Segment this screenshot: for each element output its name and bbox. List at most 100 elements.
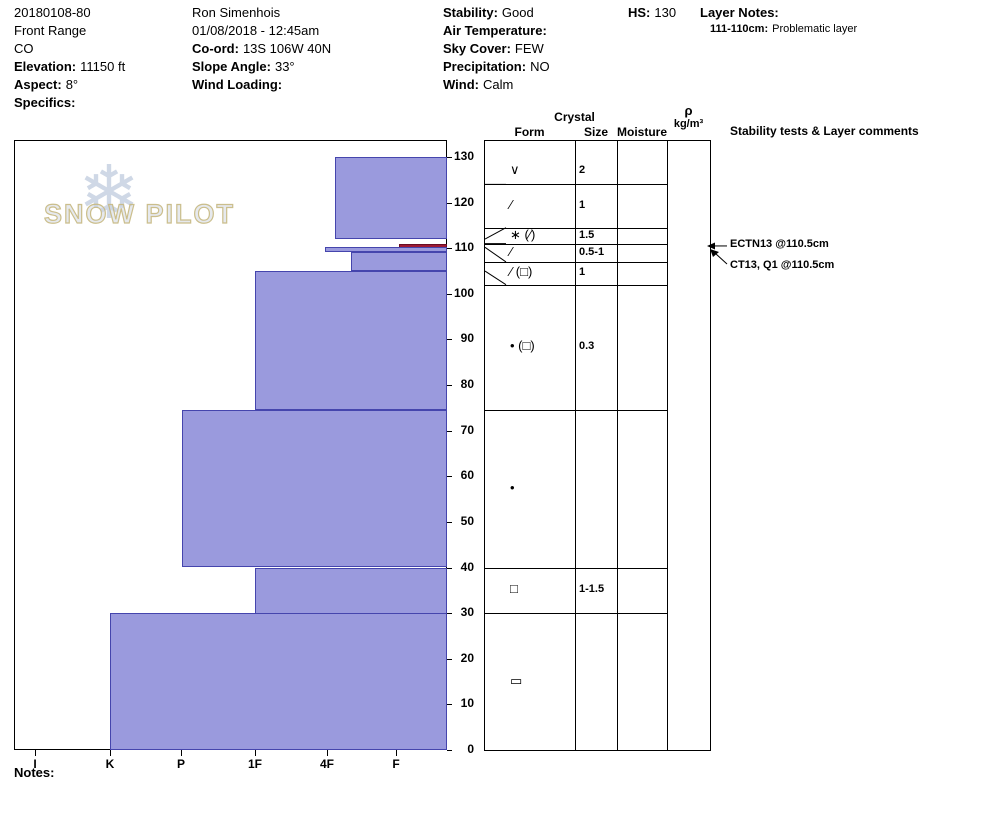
density-unit-header: kg/m³	[673, 118, 704, 130]
depth-tick-label: 120	[453, 195, 474, 209]
snowflake-watermark-icon: ❄	[78, 151, 141, 234]
depth-tick-label: 130	[453, 149, 474, 163]
depth-tick-label: 100	[453, 286, 474, 300]
hardness-tick	[110, 750, 111, 756]
snow-layer-bar	[182, 410, 447, 567]
crystal-size-cell: 1	[579, 266, 586, 278]
form-column-header: Form	[514, 125, 545, 139]
crystal-form-cell: ∕	[510, 197, 513, 212]
hardness-tick-label: I	[33, 757, 37, 771]
hardness-tick	[327, 750, 328, 756]
depth-tick	[447, 659, 452, 660]
depth-tick-label: 0	[467, 742, 474, 756]
crystal-size-cell: 1-1.5	[579, 583, 605, 595]
depth-tick-label: 10	[460, 696, 474, 710]
crystal-form-cell: ∨	[510, 162, 520, 177]
crystal-form-cell: ∕ (□)	[510, 264, 533, 279]
crystal-form-cell: ∗ (∕)	[510, 227, 536, 242]
layer-note-item: 111-110cm: Problematic layer	[710, 23, 858, 35]
hardness-tick	[396, 750, 397, 756]
hardness-tick-label: F	[392, 757, 400, 771]
table-vline	[575, 140, 576, 750]
elevation-field: Elevation: 11150 ft	[14, 59, 126, 74]
table-vline	[667, 140, 668, 750]
depth-tick	[447, 248, 452, 249]
snow-layer-bar	[325, 247, 447, 252]
depth-tick-label: 110	[454, 240, 474, 254]
pit-id: 20180108-80	[14, 5, 91, 20]
table-row-line	[484, 410, 667, 411]
depth-tick-label: 20	[460, 651, 474, 665]
crystal-size-cell: 0.5-1	[579, 246, 605, 258]
table-hline	[484, 140, 711, 141]
moisture-column-header: Moisture	[617, 125, 668, 139]
observer-name: Ron Simenhois	[192, 5, 281, 20]
depth-tick	[447, 431, 452, 432]
wind-loading-field: Wind Loading:	[192, 77, 283, 92]
table-vline	[617, 140, 618, 750]
layer-notes-heading: Layer Notes:	[700, 5, 779, 20]
precipitation-field: Precipitation: NO	[443, 59, 550, 74]
depth-tick-label: 60	[460, 468, 474, 482]
depth-tick	[447, 294, 452, 295]
table-row-line	[484, 262, 667, 263]
observation-datetime: 01/08/2018 - 12:45am	[192, 23, 320, 38]
depth-tick	[447, 476, 452, 477]
depth-tick	[447, 385, 452, 386]
table-row-line	[484, 244, 667, 245]
depth-tick	[447, 704, 452, 705]
aspect-field: Aspect: 8°	[14, 77, 79, 92]
table-row-line	[484, 568, 667, 569]
header-conditions-column: Stability: Good Air Temperature: Sky Cove…	[443, 4, 551, 94]
crystal-size-cell: 2	[579, 164, 586, 176]
stability-test-annotation: ECTN13 @110.5cm	[730, 238, 829, 250]
header-layer-notes-column: Layer Notes: 111-110cm: Problematic layer	[700, 4, 857, 37]
state: CO	[14, 41, 34, 56]
table-vline	[484, 140, 485, 750]
hardness-tick	[181, 750, 182, 756]
snow-layer-bar	[335, 157, 447, 239]
snow-layer-bar	[110, 613, 447, 750]
depth-tick-label: 90	[460, 331, 474, 345]
table-row-line	[484, 285, 667, 286]
hardness-tick-label: 1F	[247, 757, 262, 771]
table-row-line	[484, 228, 667, 229]
air-temperature-field: Air Temperature:	[443, 23, 547, 38]
crystal-size-cell: 1.5	[579, 229, 595, 241]
hardness-tick	[255, 750, 256, 756]
depth-tick-label: 70	[460, 423, 474, 437]
snowpilot-watermark-text: SNOW PILOT	[43, 198, 235, 229]
size-column-header: Size	[583, 125, 608, 139]
slope-angle-field: Slope Angle: 33°	[192, 59, 295, 74]
depth-tick	[447, 750, 452, 751]
depth-tick-label: 80	[460, 377, 474, 391]
region: Front Range	[14, 23, 87, 38]
density-column-header: ρ	[684, 103, 693, 118]
stability-test-annotation: CT13, Q1 @110.5cm	[730, 259, 835, 271]
stability-field: Stability: Good	[443, 5, 534, 20]
wind-field: Wind: Calm	[443, 77, 514, 92]
hardness-tick	[35, 750, 36, 756]
notes-label: Notes:	[14, 765, 55, 780]
depth-tick	[447, 157, 452, 158]
table-vline	[710, 140, 711, 750]
table-row-line	[484, 184, 667, 185]
depth-tick	[447, 339, 452, 340]
crystal-form-cell: ▭	[510, 673, 523, 688]
stability-comments-header: Stability tests & Layer comments	[730, 124, 919, 138]
sky-cover-field: Sky Cover: FEW	[443, 41, 544, 56]
coordinates-field: Co-ord: 13S 106W 40N	[192, 41, 332, 56]
crystal-column-group-header: Crystal	[554, 110, 595, 124]
depth-tick-label: 50	[460, 514, 474, 528]
hs-field: HS: 130	[628, 5, 677, 20]
crystal-form-cell: ∕	[510, 244, 513, 259]
crystal-size-cell: 0.3	[579, 340, 595, 352]
hardness-tick-label: 4F	[319, 757, 334, 771]
snow-layer-bar	[351, 252, 447, 271]
crystal-form-cell: • (□)	[510, 338, 535, 353]
table-row-line	[484, 613, 667, 614]
depth-tick	[447, 568, 452, 569]
depth-tick	[447, 613, 452, 614]
